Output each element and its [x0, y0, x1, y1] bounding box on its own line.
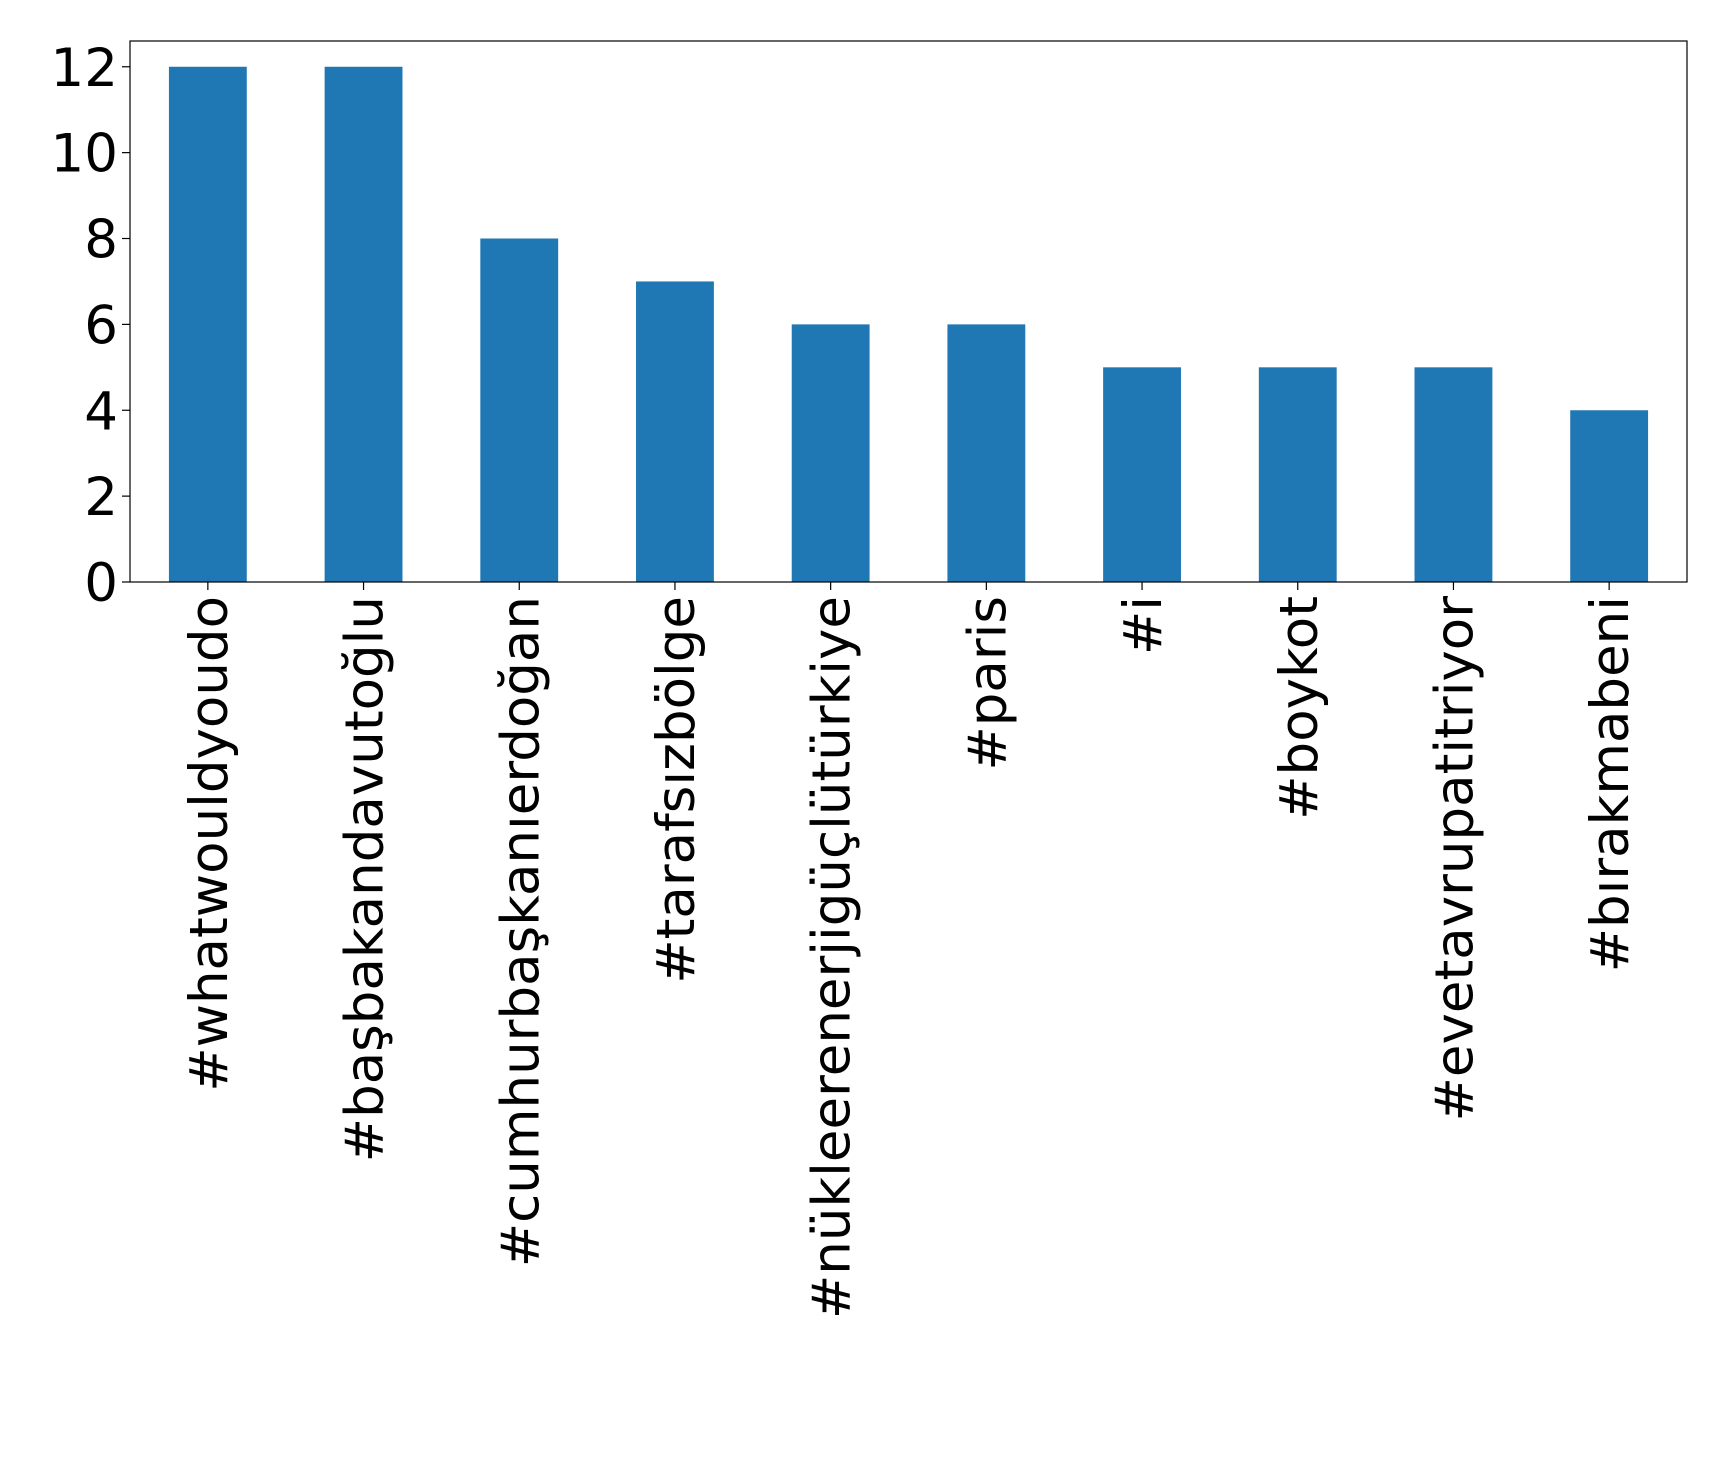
bar: [168, 66, 247, 582]
y-tick-label: 4: [84, 381, 118, 442]
bar: [1103, 367, 1181, 582]
x-tick-label: #nükleerenerjigüçlütürkiye: [802, 596, 863, 1319]
y-tick-label: 12: [51, 38, 118, 99]
x-tick-label: #whatwouldyoudo: [179, 596, 240, 1092]
bar: [636, 281, 714, 582]
bar: [1414, 367, 1493, 582]
y-tick-label: 2: [84, 467, 118, 528]
x-tick-label: #boykot: [1269, 596, 1330, 820]
y-tick-label: 0: [84, 553, 118, 614]
y-tick-label: 8: [84, 210, 118, 271]
x-tick-label: #evetavrupatitriyor: [1424, 596, 1485, 1122]
x-tick-label: #cumhurbaşkanıerdoğan: [490, 596, 551, 1267]
x-tick-label: #tarafsızbölge: [646, 596, 707, 984]
x-tick-label: #bırakmabeni: [1580, 596, 1641, 972]
bar: [791, 324, 870, 582]
y-tick-label: 10: [51, 124, 118, 185]
bar: [480, 238, 559, 582]
x-tick-label: #başbakandavutoğlu: [335, 596, 396, 1162]
x-tick-label: #i: [1113, 596, 1174, 655]
bar: [1570, 410, 1649, 582]
bar: [947, 324, 1026, 582]
bar: [1258, 367, 1337, 582]
x-tick-label: #paris: [957, 596, 1018, 771]
plot-frame: [129, 40, 1688, 583]
y-tick-label: 6: [84, 295, 118, 356]
bar: [324, 66, 403, 582]
